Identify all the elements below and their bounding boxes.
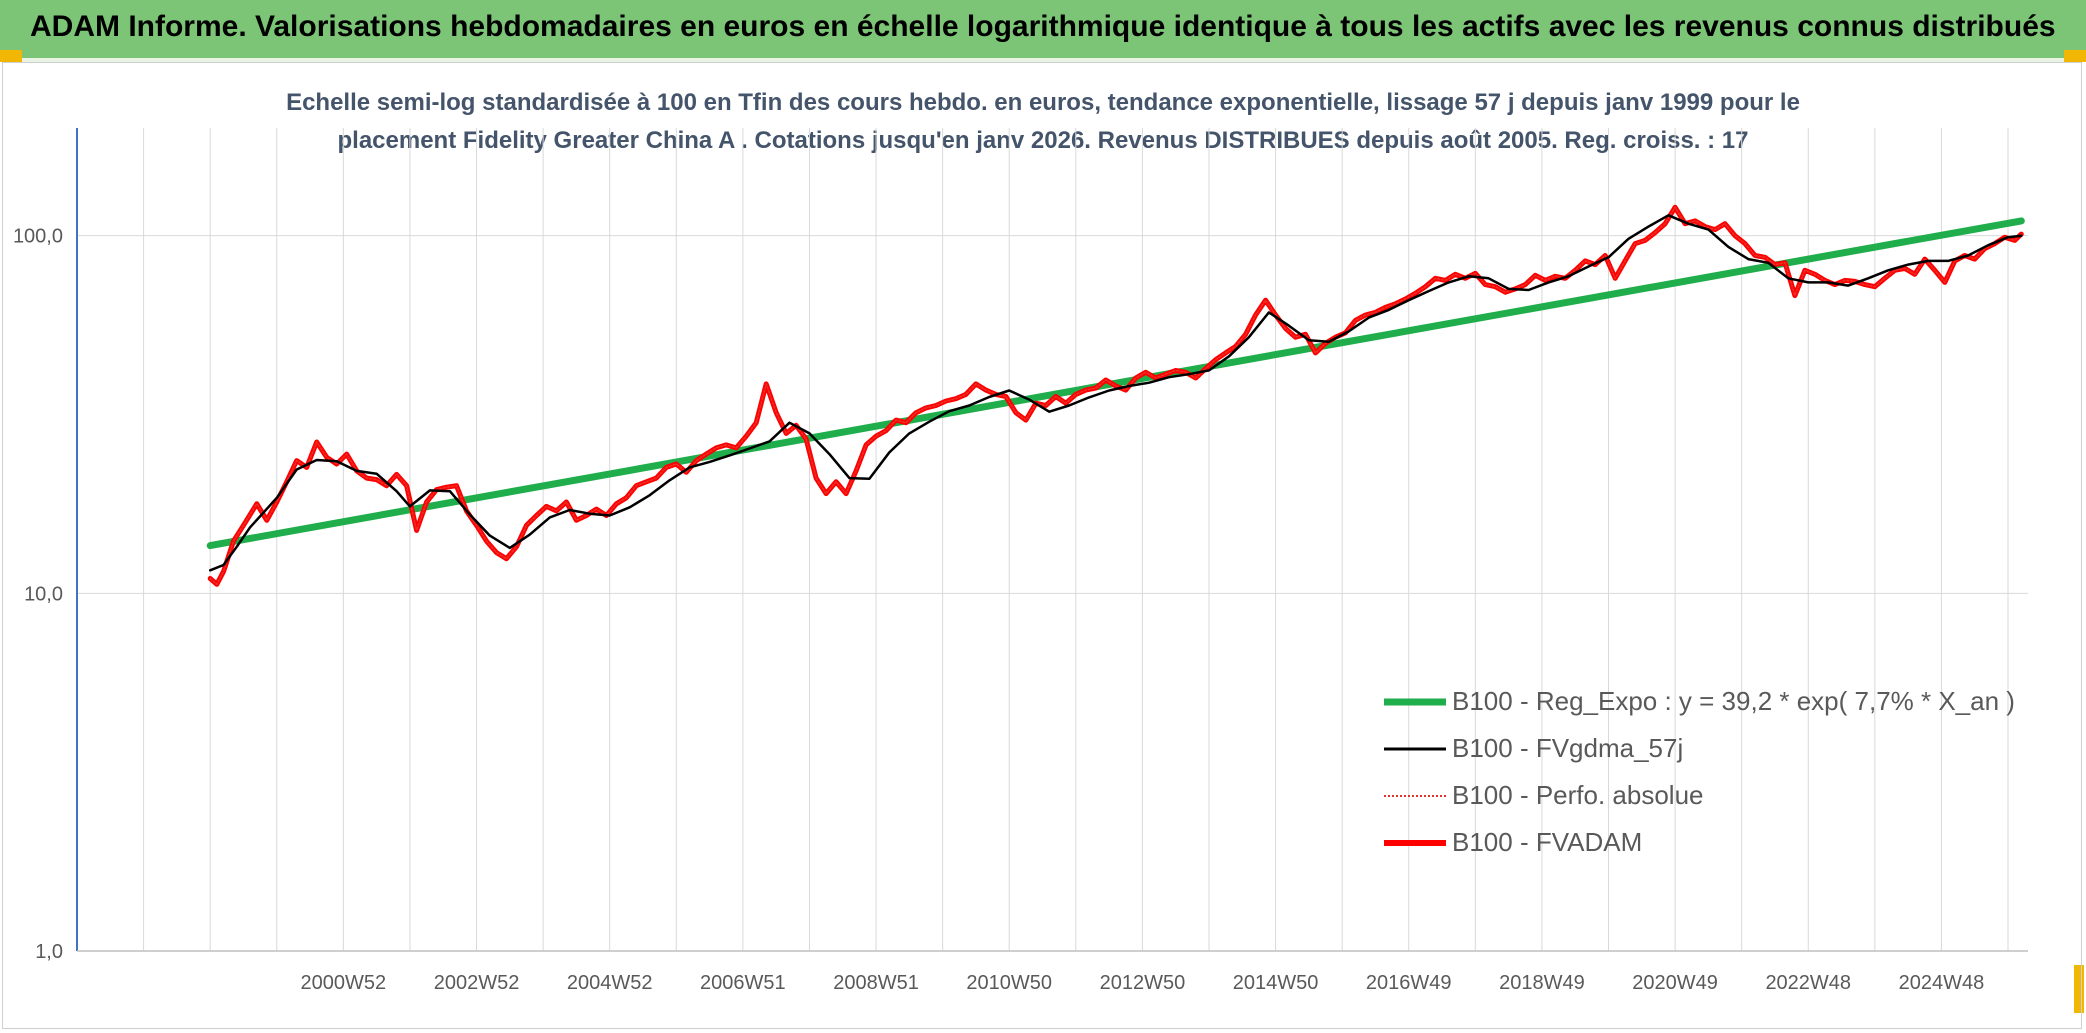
legend-label-fvgdma: B100 - FVgdma_57j bbox=[1452, 733, 1684, 763]
legend-item-fvadam: B100 - FVADAM bbox=[1380, 821, 2000, 865]
y-tick-label-1: 10,0 bbox=[24, 583, 63, 605]
x-tick-label-7: 2014W50 bbox=[1233, 972, 1319, 994]
corner-marker-bottom bbox=[2074, 965, 2084, 1013]
page-title: ADAM Informe. Valorisations hebdomadaire… bbox=[30, 10, 2056, 43]
y-tick-label-0: 1,0 bbox=[35, 941, 63, 963]
chart-title: Echelle semi-log standardisée à 100 en T… bbox=[0, 84, 2086, 160]
legend-item-perfo: B100 - Perfo. absolue bbox=[1380, 774, 2000, 818]
x-tick-label-0: 2000W52 bbox=[301, 972, 387, 994]
legend-item-reg-expo: B100 - Reg_Expo : y = 39,2 * exp( 7,7% *… bbox=[1380, 680, 2015, 724]
x-tick-label-2: 2004W52 bbox=[567, 972, 653, 994]
chart-frame bbox=[2, 62, 2082, 1029]
series-fvgdma-line bbox=[208, 214, 2023, 572]
chart-title-line1: Echelle semi-log standardisée à 100 en T… bbox=[286, 89, 1800, 116]
y-tick-label-2: 100,0 bbox=[13, 226, 63, 248]
header-banner: ADAM Informe. Valorisations hebdomadaire… bbox=[0, 0, 2086, 62]
legend-label-perfo: B100 - Perfo. absolue bbox=[1452, 780, 1704, 810]
x-tick-label-9: 2018W49 bbox=[1499, 972, 1585, 994]
x-tick-label-10: 2020W49 bbox=[1632, 972, 1718, 994]
chart-title-line2: placement Fidelity Greater China A . Cot… bbox=[337, 127, 1749, 154]
x-tick-label-6: 2012W50 bbox=[1100, 972, 1186, 994]
series-perfo-absolue-line bbox=[209, 206, 2023, 586]
legend-label-fvadam: B100 - FVADAM bbox=[1452, 827, 1643, 857]
corner-marker-right bbox=[2064, 50, 2086, 62]
x-tick-label-3: 2006W51 bbox=[700, 972, 786, 994]
x-tick-label-5: 2010W50 bbox=[966, 972, 1052, 994]
corner-marker-left bbox=[0, 50, 22, 62]
x-tick-label-1: 2002W52 bbox=[434, 972, 520, 994]
x-tick-label-4: 2008W51 bbox=[833, 972, 919, 994]
legend-item-fvgdma: B100 - FVgdma_57j bbox=[1380, 727, 2000, 771]
x-tick-label-11: 2022W48 bbox=[1765, 972, 1851, 994]
legend-label-reg-expo: B100 - Reg_Expo : y = 39,2 * exp( 7,7% *… bbox=[1452, 686, 2015, 716]
x-tick-label-12: 2024W48 bbox=[1899, 972, 1985, 994]
x-tick-label-8: 2016W49 bbox=[1366, 972, 1452, 994]
